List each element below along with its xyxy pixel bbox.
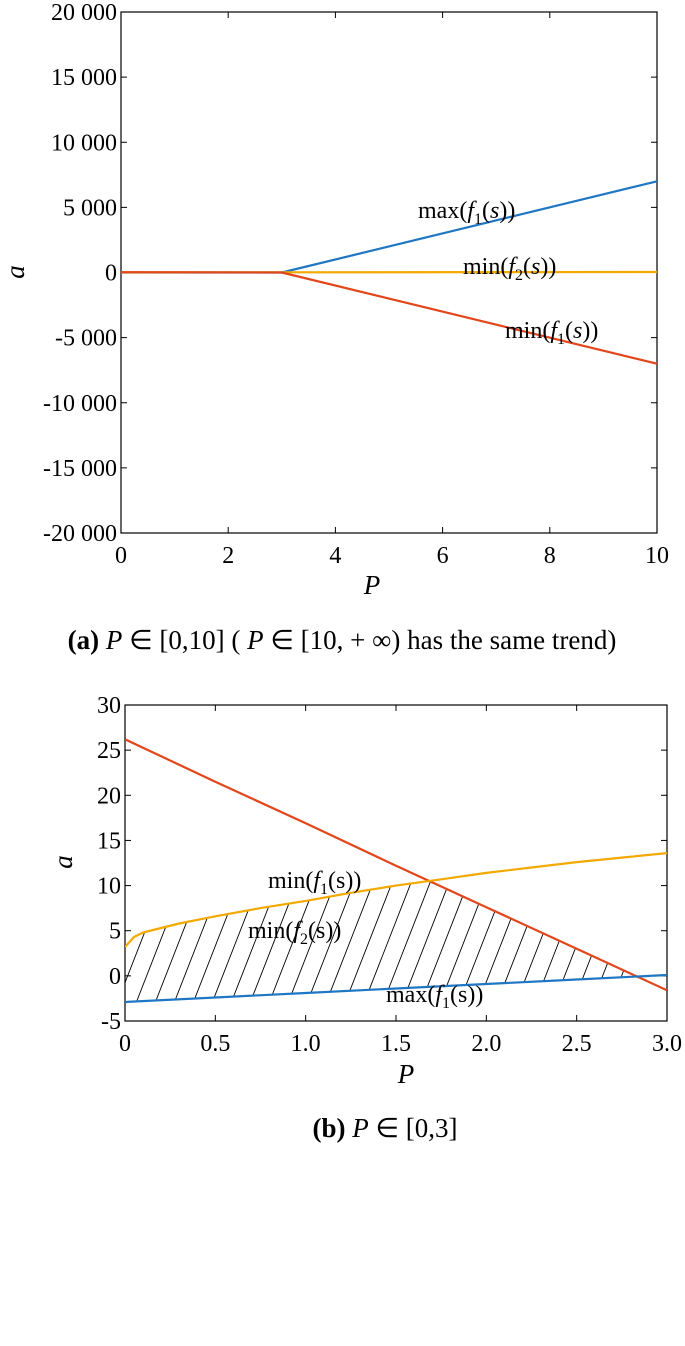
chart-a-x-ticks: 0 2 4 6 8 10 [115,12,669,569]
chart-a-annotation-min-f1: min(f1(s)) [505,318,598,348]
hatch-line [0,765,77,1021]
series-line-min-f1-s [125,738,667,992]
series-line-max-f1-s [121,180,658,274]
x-tick-label: 2 [222,543,234,569]
chart-a-annotation-max-f1: max(f1(s)) [418,198,515,228]
y-tick-label: 15 [97,828,121,854]
series-line-min-f2-s [125,852,667,948]
hatch-line [546,881,636,1002]
chart-a-series [120,180,658,365]
chart-b-series [125,738,667,1004]
chart-a-y-axis-label: a [0,265,30,279]
y-tick-label: 5 [109,919,121,945]
y-tick-label: 0 [105,261,117,287]
chart-b-annotation-min-f1: min(f1(s)) [268,868,361,898]
hatch-line [0,765,1,1021]
x-tick-label: 3.0 [652,1031,682,1057]
x-tick-label: 1.5 [381,1031,411,1057]
hatch-line [337,881,439,1002]
hatch-line [680,765,685,1021]
hatch-line [527,881,629,1002]
hatch-line [0,765,20,1021]
x-tick-label: 2.0 [471,1031,501,1057]
y-tick-label: -15 000 [43,456,117,482]
y-tick-label: 5 000 [63,195,117,221]
chart-b-x-axis-label: P [397,1059,415,1089]
chart-b-annotation-min-f2: min(f2(s)) [248,918,341,948]
hatch-line [394,881,496,1002]
chart-b-annotation-max-f1: max(f1(s)) [386,982,483,1012]
y-tick-label: 0 [109,964,121,990]
hatch-line [603,881,636,1002]
hatch-line [584,881,636,1002]
x-tick-label: 10 [645,543,669,569]
x-tick-label: 0 [119,1031,131,1057]
y-tick-label: -20 000 [43,521,117,547]
chart-b-y-ticks: 30 25 20 15 10 5 0 -5 [97,693,667,1035]
x-tick-label: 2.5 [562,1031,592,1057]
x-tick-label: 0.5 [200,1031,230,1057]
chart-a-x-axis-label: P [363,570,381,600]
chart-a-annotation-min-f2: min(f2(s)) [463,254,556,284]
chart-a-y-ticks: 20 000 15 000 10 000 5 000 0 -5 000 -10 000 -15… [43,0,657,547]
hatch-line [125,881,173,1002]
y-tick-label: 30 [97,693,121,719]
hatch-line [318,881,420,1002]
hatch-line [0,765,39,1021]
hatch-line [147,881,249,1002]
hatch-line [356,881,458,1002]
chart-b-y-axis-label: a [48,855,78,869]
hatch-line [661,765,685,1021]
y-tick-label: 10 [97,874,121,900]
x-tick-label: 4 [329,543,341,569]
y-tick-label: 20 [97,783,121,809]
chart-b-plot-frame [124,704,668,1022]
x-tick-label: 1.0 [291,1031,321,1057]
chart-b-caption: (b) P ∈ [0,3] [312,1113,457,1143]
y-tick-label: -5 [101,1009,121,1035]
y-tick-label: 25 [97,738,121,764]
hatch-line [622,881,636,1002]
y-tick-label: -5 000 [55,326,117,352]
hatch-line [0,765,96,1021]
chart-b-x-ticks: 0 0.5 1.0 1.5 2.0 2.5 3.0 [119,705,682,1057]
x-tick-label: 6 [437,543,449,569]
chart-a: 20 000 15 000 10 000 5 000 0 -5 000 -10 000 -15… [0,0,669,655]
y-tick-label: 10 000 [51,130,117,156]
chart-a-caption: (a) P ∈ [0,10] ( P ∈ [10, + ∞) has the s… [68,625,617,655]
hatch-line [375,881,477,1002]
series-line-max-f1-s [125,973,667,1004]
x-tick-label: 0 [115,543,127,569]
hatch-line [0,765,58,1021]
y-tick-label: 20 000 [51,0,117,26]
hatch-line [128,881,230,1002]
y-tick-label: 15 000 [51,65,117,91]
series-line-min-f1-s [120,271,658,365]
x-tick-label: 8 [544,543,556,569]
y-tick-label: -10 000 [43,391,117,417]
hatch-line [166,881,268,1002]
